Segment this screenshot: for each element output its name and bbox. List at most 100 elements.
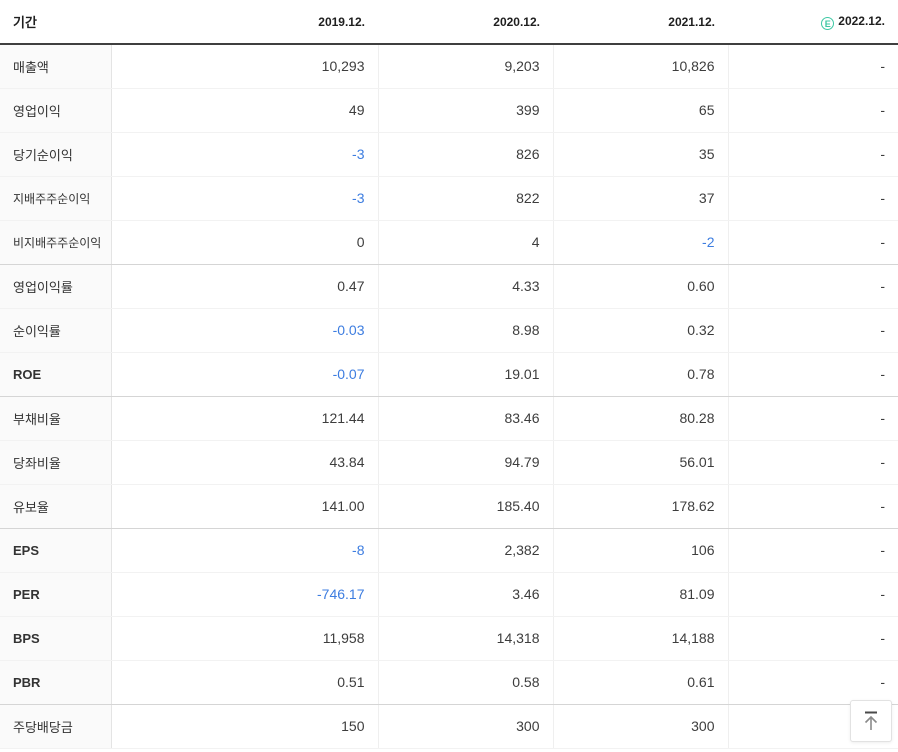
cell-value: 14,188 xyxy=(553,616,729,661)
row-label: BPS xyxy=(0,616,112,661)
cell-value: 0.78 xyxy=(553,352,729,397)
table-row: 영업이익 49 399 65- xyxy=(0,88,898,133)
scroll-to-top-button[interactable] xyxy=(850,700,892,742)
table-row: 부채비율 121.44 83.46 80.28- xyxy=(0,396,898,441)
row-label: 부채비율 xyxy=(0,396,112,441)
cell-value: 65 xyxy=(553,88,729,133)
cell-value: 10,293 xyxy=(111,44,379,89)
cell-value: 0.51 xyxy=(111,660,379,705)
row-label: 지배주주순이익 xyxy=(0,176,112,221)
cell-value: - xyxy=(728,44,898,89)
row-label: 유보율 xyxy=(0,484,112,529)
column-header: 2021.12. xyxy=(553,0,728,45)
cell-value: 106 xyxy=(553,528,729,573)
cell-value: -2 xyxy=(553,220,729,265)
row-label: 영업이익률 xyxy=(0,264,112,309)
cell-value: 0.32 xyxy=(553,308,729,353)
cell-value: 178.62 xyxy=(553,484,729,529)
cell-value: 0 xyxy=(111,220,379,265)
cell-value: 56.01 xyxy=(553,440,729,485)
table-row: 비지배주주순이익 0 4 -2- xyxy=(0,220,898,265)
cell-value: 826 xyxy=(378,132,554,177)
cell-value: 150 xyxy=(111,704,379,749)
cell-value: 4.33 xyxy=(378,264,554,309)
cell-value: 11,958 xyxy=(111,616,379,661)
cell-value: -0.07 xyxy=(111,352,379,397)
cell-value: 37 xyxy=(553,176,729,221)
column-header: 2019.12. xyxy=(111,0,378,45)
cell-value: - xyxy=(728,660,898,705)
row-label: 주당배당금 xyxy=(0,704,112,749)
cell-value: 49 xyxy=(111,88,379,133)
cell-value: 121.44 xyxy=(111,396,379,441)
cell-value: 300 xyxy=(553,704,729,749)
cell-value: 185.40 xyxy=(378,484,554,529)
row-label: EPS xyxy=(0,528,112,573)
cell-value: 3.46 xyxy=(378,572,554,617)
cell-value: -3 xyxy=(111,132,379,177)
cell-value: 0.61 xyxy=(553,660,729,705)
table-row: PER -746.17 3.46 81.09- xyxy=(0,572,898,617)
cell-value: - xyxy=(728,220,898,265)
estimate-icon: E xyxy=(821,16,835,30)
column-header: 2020.12. xyxy=(378,0,553,45)
cell-value: -3 xyxy=(111,176,379,221)
table-body: 매출액 10,293 9,203 10,826- 영업이익 49 399 65- 당기순이익 -3… xyxy=(0,44,898,749)
cell-value: 14,318 xyxy=(378,616,554,661)
cell-value: -746.17 xyxy=(111,572,379,617)
cell-value: - xyxy=(728,132,898,177)
row-label: PBR xyxy=(0,660,112,705)
cell-value: - xyxy=(728,352,898,397)
arrow-up-to-top-icon xyxy=(861,710,881,732)
cell-value: 19.01 xyxy=(378,352,554,397)
row-label: 매출액 xyxy=(0,44,112,89)
row-label: 비지배주주순이익 xyxy=(0,220,112,265)
table-row: 순이익률 -0.03 8.98 0.32- xyxy=(0,308,898,353)
table-header-row: 기간 2019.12. 2020.12. 2021.12. E 2022.12. xyxy=(0,0,898,45)
cell-value: 35 xyxy=(553,132,729,177)
row-label: ROE xyxy=(0,352,112,397)
cell-value: - xyxy=(728,88,898,133)
cell-value: - xyxy=(728,572,898,617)
row-label: 순이익률 xyxy=(0,308,112,353)
row-label: 당기순이익 xyxy=(0,132,112,177)
cell-value: 9,203 xyxy=(378,44,554,89)
period-header: 기간 xyxy=(0,0,111,45)
table-row: ROE -0.07 19.01 0.78- xyxy=(0,352,898,397)
table-row: 영업이익률 0.47 4.33 0.60- xyxy=(0,264,898,309)
cell-value: 399 xyxy=(378,88,554,133)
cell-value: - xyxy=(728,528,898,573)
cell-value: 0.60 xyxy=(553,264,729,309)
cell-value: 8.98 xyxy=(378,308,554,353)
cell-value: 141.00 xyxy=(111,484,379,529)
cell-value: - xyxy=(728,264,898,309)
cell-value: 0.58 xyxy=(378,660,554,705)
cell-value: - xyxy=(728,308,898,353)
cell-value: -0.03 xyxy=(111,308,379,353)
cell-value: 300 xyxy=(378,704,554,749)
cell-value: - xyxy=(728,176,898,221)
cell-value: 80.28 xyxy=(553,396,729,441)
cell-value: 4 xyxy=(378,220,554,265)
cell-value: 10,826 xyxy=(553,44,729,89)
cell-value: - xyxy=(728,440,898,485)
row-label: PER xyxy=(0,572,112,617)
cell-value: -8 xyxy=(111,528,379,573)
row-label: 당좌비율 xyxy=(0,440,112,485)
table-row: 당좌비율 43.84 94.79 56.01- xyxy=(0,440,898,485)
cell-value: 2,382 xyxy=(378,528,554,573)
cell-value: 94.79 xyxy=(378,440,554,485)
cell-value: 83.46 xyxy=(378,396,554,441)
table-row: 유보율 141.00 185.40 178.62- xyxy=(0,484,898,529)
cell-value: 822 xyxy=(378,176,554,221)
column-header: E 2022.12. xyxy=(728,0,898,45)
table-row: PBR 0.51 0.58 0.61- xyxy=(0,660,898,705)
cell-value: - xyxy=(728,396,898,441)
table-row: EPS -8 2,382 106- xyxy=(0,528,898,573)
row-label: 영업이익 xyxy=(0,88,112,133)
cell-value: 81.09 xyxy=(553,572,729,617)
table-row: BPS 11,958 14,318 14,188- xyxy=(0,616,898,661)
cell-value: 43.84 xyxy=(111,440,379,485)
